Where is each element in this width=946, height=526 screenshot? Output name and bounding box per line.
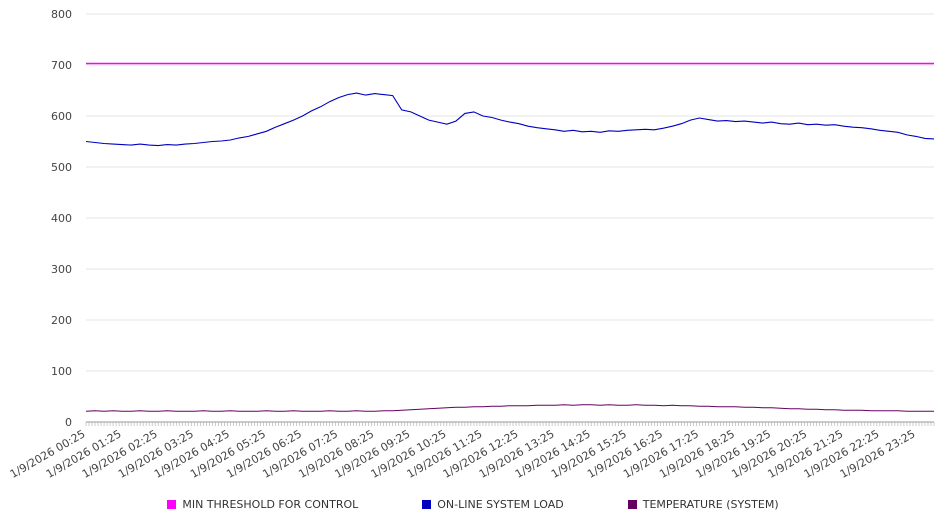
legend-item-temperature[interactable]: TEMPERATURE (SYSTEM) [627,498,779,511]
y-tick-label-100: 100 [51,365,72,378]
legend-item-min-threshold[interactable]: MIN THRESHOLD FOR CONTROL [167,498,358,511]
y-tick-label-700: 700 [51,59,72,72]
y-tick-label-800: 800 [51,8,72,21]
min-threshold-swatch-icon [167,500,177,509]
temperature-swatch-icon [627,500,637,509]
y-tick-label-500: 500 [51,161,72,174]
y-tick-label-0: 0 [65,416,72,429]
legend-label-temperature: TEMPERATURE (SYSTEM) [642,498,779,511]
y-tick-label-600: 600 [51,110,72,123]
legend-item-system-load[interactable]: ON-LINE SYSTEM LOAD [422,498,564,511]
legend-label-min-threshold: MIN THRESHOLD FOR CONTROL [182,498,359,511]
y-tick-label-300: 300 [51,263,72,276]
y-tick-label-200: 200 [51,314,72,327]
system-load-swatch-icon [422,500,432,509]
legend-label-system-load: ON-LINE SYSTEM LOAD [437,498,564,511]
series-line-on-line-system-load [85,92,935,147]
y-tick-label-400: 400 [51,212,72,225]
series-line-temperature-system- [85,404,934,412]
legend: MIN THRESHOLD FOR CONTROL ON-LINE SYSTEM… [0,498,946,511]
